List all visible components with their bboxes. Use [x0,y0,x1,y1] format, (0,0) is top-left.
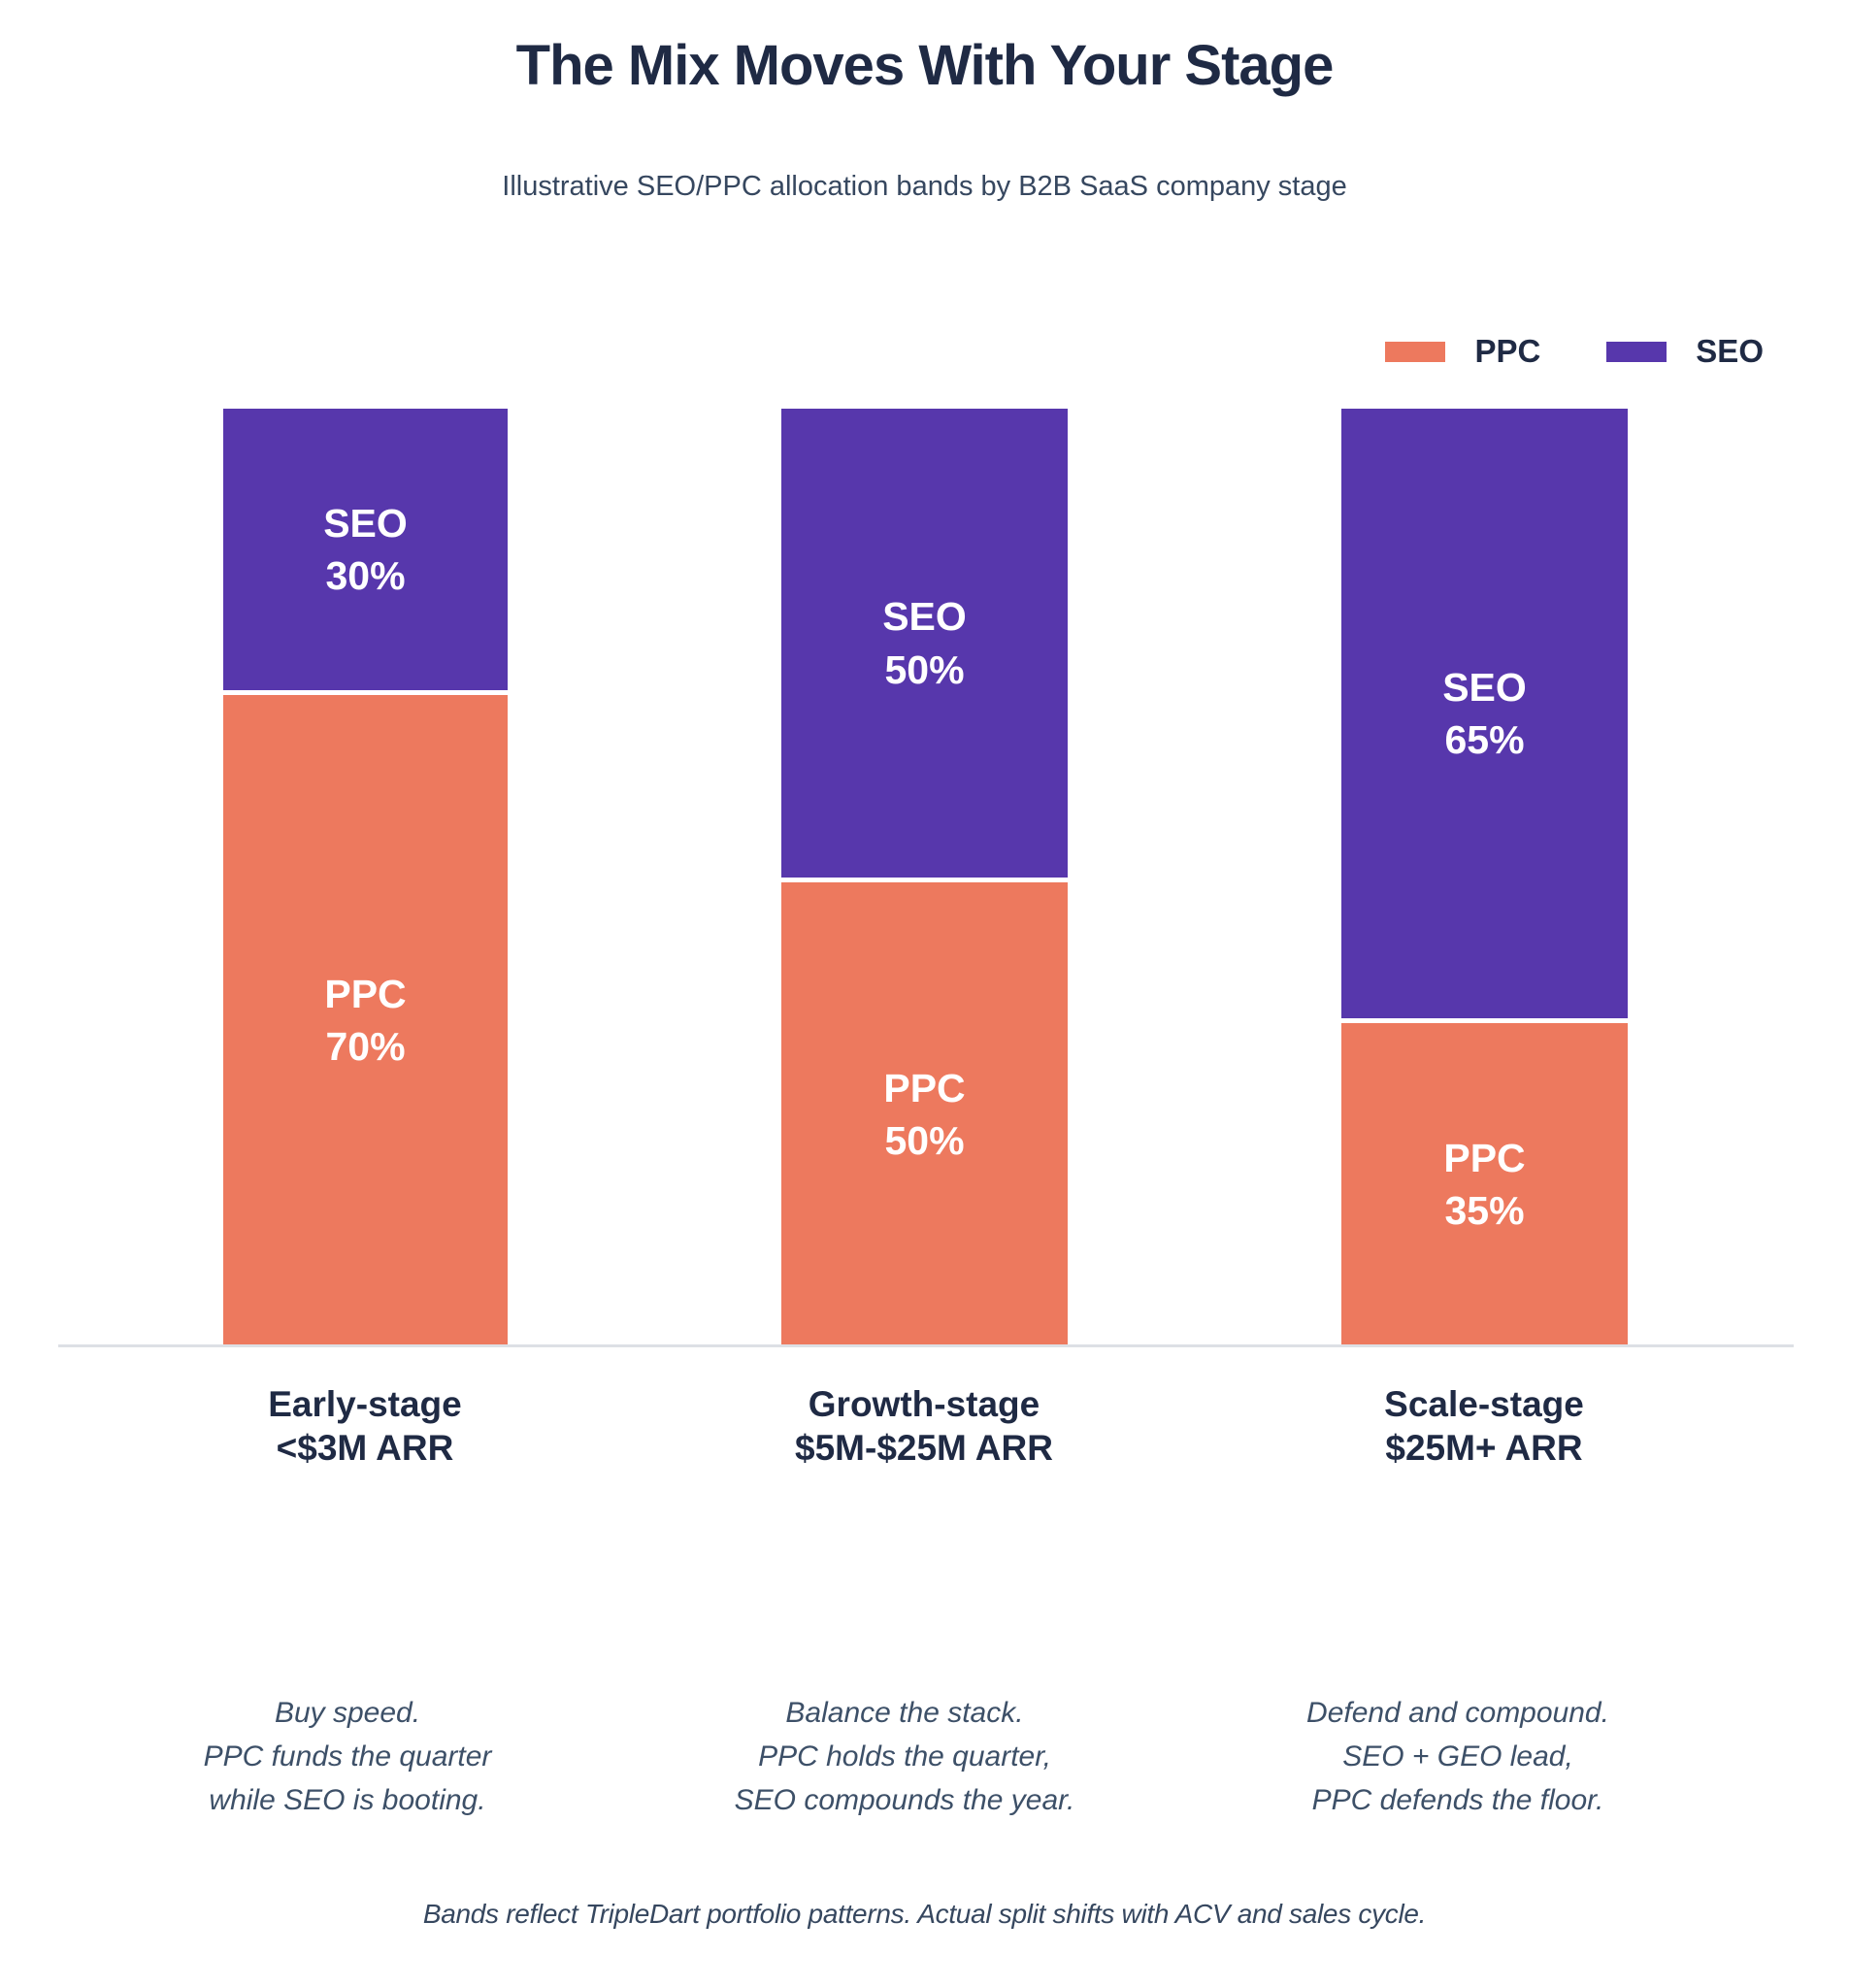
legend-label-seo: SEO [1696,333,1764,369]
x-axis-line [58,1344,1794,1347]
chart-subtitle: Illustrative SEO/PPC allocation bands by… [502,171,1347,202]
legend-item-seo: SEO [1606,333,1764,370]
segment-ppc-early-stage: PPC 70% [223,694,508,1346]
legend-item-ppc: PPC [1385,333,1540,370]
chart-title: The Mix Moves With Your Stage [515,34,1335,97]
legend-label-ppc: PPC [1474,333,1541,369]
stacked-bar-scale-stage: SEO 65% PPC 35% [1341,409,1628,1346]
caption-growth-stage: Balance the stack. PPC holds the quarter… [734,1697,1075,1816]
segment-seo-early-stage: SEO 30% [223,409,508,690]
segment-value-label: SEO 30% [323,500,408,598]
caption-early-stage: Buy speed. PPC funds the quarter while S… [203,1697,492,1816]
caption-scale-stage: Defend and compound. SEO + GEO lead, PPC… [1306,1697,1609,1816]
x-axis-label-growth-stage: Growth-stage $5M-$25M ARR [795,1384,1053,1469]
legend-swatch-ppc [1385,341,1446,362]
segment-value-label: PPC 70% [324,972,407,1070]
legend-swatch-seo [1606,341,1667,362]
segment-value-label: SEO 65% [1442,664,1527,762]
segment-seo-scale-stage: SEO 65% [1341,409,1628,1018]
legend: PPC SEO [1385,333,1764,370]
segment-value-label: SEO 50% [882,594,967,692]
x-axis-label-scale-stage: Scale-stage $25M+ ARR [1384,1384,1584,1469]
segment-seo-growth-stage: SEO 50% [781,409,1068,878]
segment-value-label: PPC 50% [883,1065,966,1163]
x-axis-label-early-stage: Early-stage <$3M ARR [268,1384,462,1469]
stacked-bar-early-stage: SEO 30% PPC 70% [223,409,508,1346]
segment-value-label: PPC 35% [1443,1136,1526,1234]
segment-ppc-scale-stage: PPC 35% [1341,1022,1628,1346]
footnote: Bands reflect TripleDart portfolio patte… [422,1899,1427,1929]
segment-ppc-growth-stage: PPC 50% [781,882,1068,1346]
stacked-bar-growth-stage: SEO 50% PPC 50% [781,409,1068,1346]
